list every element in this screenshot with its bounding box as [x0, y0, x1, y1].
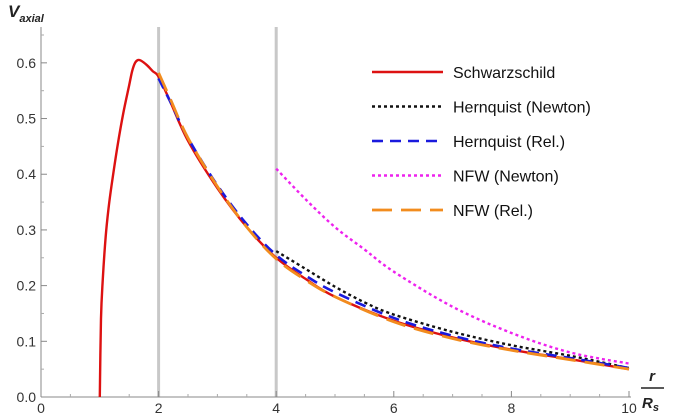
y-axis-label-sub: axial — [19, 13, 44, 25]
x-tick-label: 6 — [390, 400, 398, 416]
reference-lines — [157, 27, 278, 397]
y-axis-label: Vaxial — [8, 2, 45, 25]
x-axis-label: r Rs — [641, 368, 664, 414]
legend-label-hernquist-rel: Hernquist (Rel.) — [453, 134, 565, 151]
legend-label-nfw-newton: NFW (Newton) — [453, 169, 559, 186]
x-tick-label: 10 — [621, 400, 637, 416]
legend-label-hernquist-newton: Hernquist (Newton) — [453, 100, 591, 117]
x-tick-label: 8 — [508, 400, 516, 416]
x-axis-label-den-sub: s — [653, 402, 659, 414]
y-tick-label: 0.0 — [17, 389, 37, 405]
x-axis-label-den-main: R — [642, 395, 653, 412]
x-tick-label: 2 — [155, 400, 163, 416]
y-axis-label-main: V — [8, 2, 21, 21]
series-line-hernquist-newton — [275, 250, 630, 370]
series-line-nfw-newton — [275, 167, 630, 365]
ticks: 0 2 4 6 8 10 0.0 0.1 0.2 0.3 0.4 0.5 0.6 — [17, 34, 637, 416]
x-axis-label-denominator: Rs — [642, 395, 659, 414]
legend: Schwarzschild Hernquist (Newton) Hernquist… — [372, 65, 591, 220]
y-tick-label: 0.2 — [17, 278, 37, 294]
y-tick-label: 0.5 — [17, 111, 37, 127]
series-layer — [98, 58, 630, 398]
series-line-nfw-rel — [157, 72, 630, 371]
x-tick-label: 0 — [37, 400, 45, 416]
y-tick-label: 0.1 — [17, 333, 37, 349]
y-tick-label: 0.3 — [17, 222, 37, 238]
legend-label-nfw-rel: NFW (Rel.) — [453, 203, 533, 220]
x-axis-label-numerator: r — [649, 368, 656, 385]
x-tick-label: 4 — [272, 400, 280, 416]
legend-label-schwarzschild: Schwarzschild — [453, 65, 555, 82]
axes — [40, 27, 631, 398]
y-tick-label: 0.6 — [17, 55, 37, 71]
y-tick-label: 0.4 — [17, 166, 37, 182]
series-line-hernquist-rel — [157, 77, 630, 370]
